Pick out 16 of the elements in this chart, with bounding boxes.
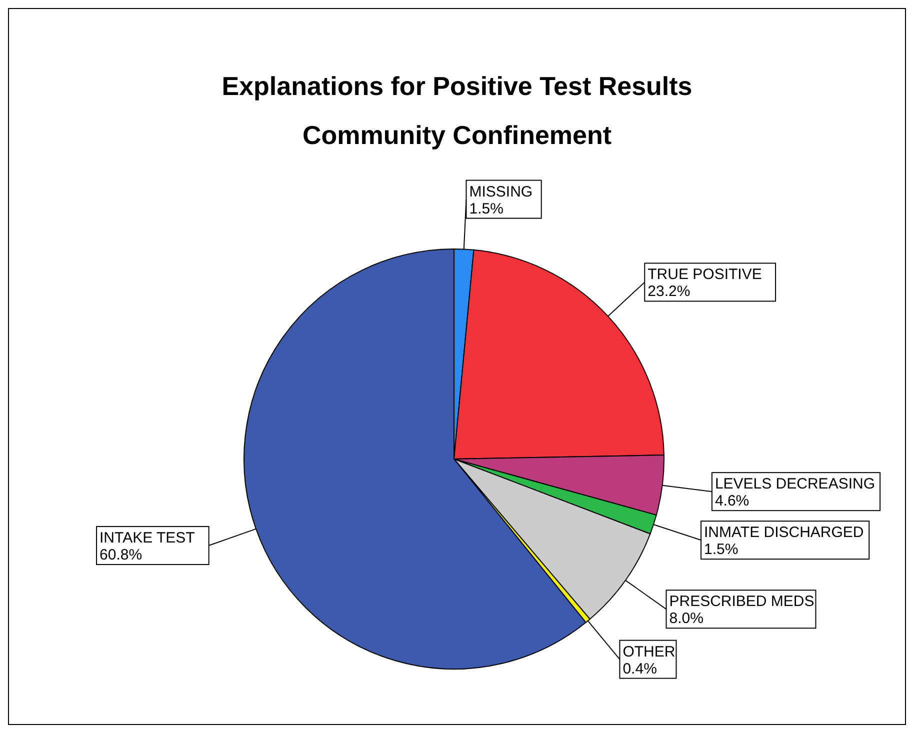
slice-label: INMATE DISCHARGED xyxy=(704,524,864,542)
data-label: 8.0% xyxy=(669,610,704,628)
slice-label: TRUE POSITIVE xyxy=(648,266,762,284)
slice-label: MISSING xyxy=(469,183,533,200)
slice-label: OTHER xyxy=(622,643,676,660)
data-label: 60.8% xyxy=(100,546,142,564)
data-label: 1.5% xyxy=(704,541,738,558)
slice-label: INTAKE TEST xyxy=(100,530,195,547)
data-label: 23.2% xyxy=(648,283,690,300)
data-label: 0.4% xyxy=(622,660,657,678)
slice-label: PRESCRIBED MEDS xyxy=(669,593,814,610)
data-label: 4.6% xyxy=(714,492,750,510)
slice-label: LEVELS DECREASING xyxy=(714,476,876,493)
data-label: 1.5% xyxy=(469,200,504,218)
chart-title: Explanations for Positive Test Results xyxy=(220,71,694,102)
chart-subtitle: Community Confinement xyxy=(301,120,613,151)
